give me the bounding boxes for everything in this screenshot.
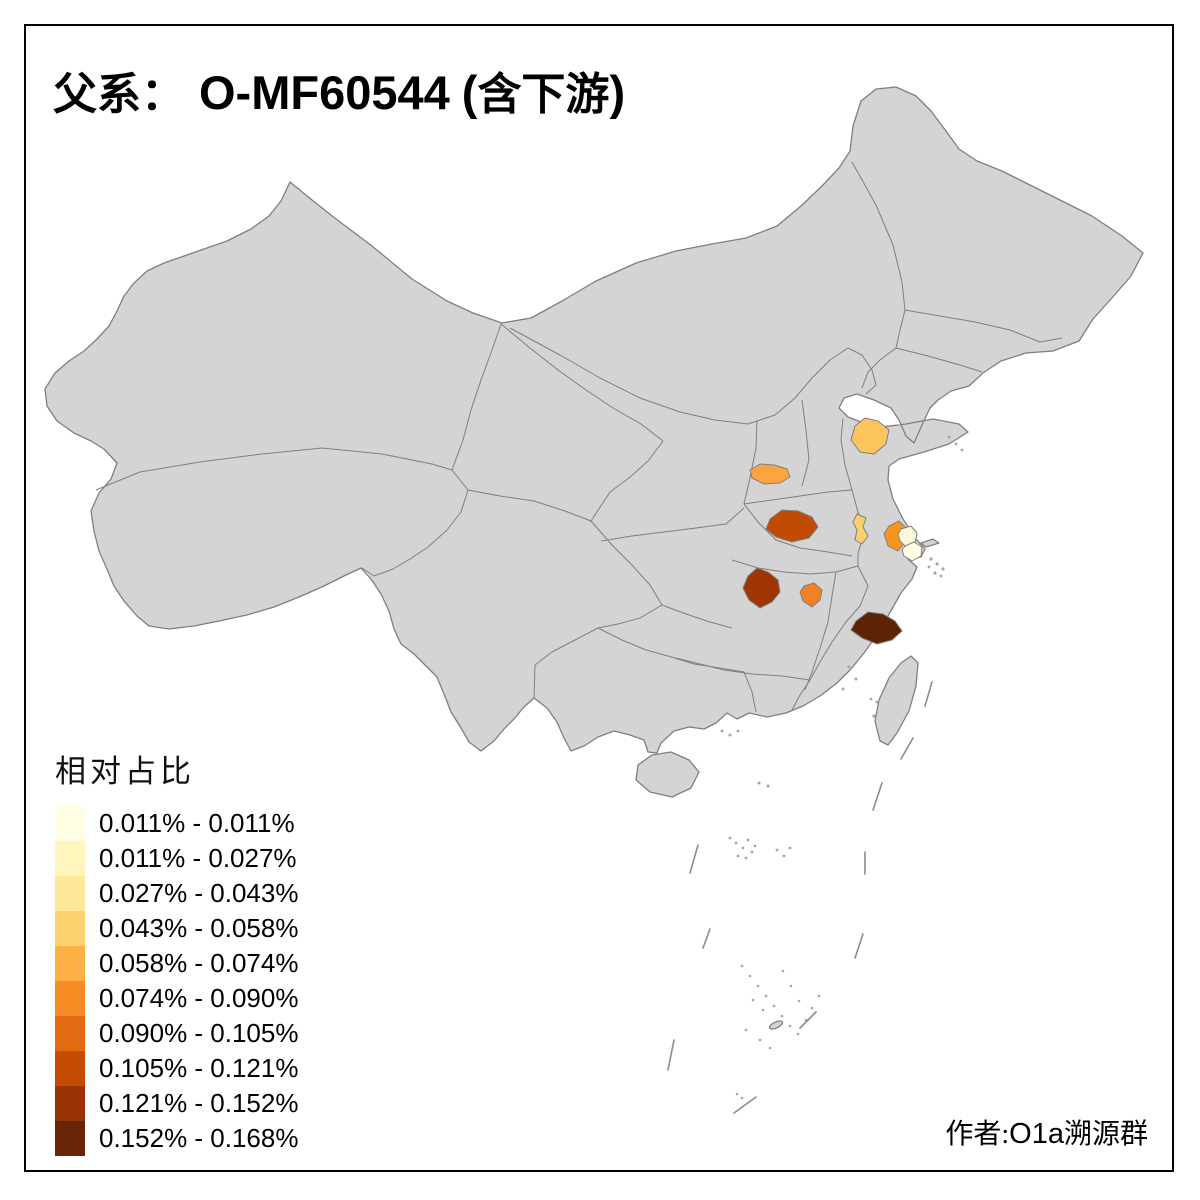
title-paren-close: ) xyxy=(609,66,626,119)
legend-bin-label: 0.152% - 0.168% xyxy=(99,1123,299,1153)
region-nw-hubei-sw-henan xyxy=(765,509,819,543)
legend-swatch xyxy=(55,1086,85,1121)
legend-bin-label: 0.121% - 0.152% xyxy=(99,1088,299,1118)
taiwan-island xyxy=(874,655,919,746)
legend-row: 0.011% - 0.027% xyxy=(55,841,298,876)
title-downstream-note: 含下游 xyxy=(477,70,610,119)
legend-bin-label: 0.105% - 0.121% xyxy=(99,1053,299,1083)
region-central-anhui xyxy=(852,513,869,545)
legend-bin-label: 0.058% - 0.074% xyxy=(99,948,299,978)
legend-row: 0.121% - 0.152% xyxy=(55,1086,298,1121)
region-nw-hunan xyxy=(742,567,781,609)
legend-swatch xyxy=(55,1016,85,1051)
region-central-shandong xyxy=(850,417,890,455)
legend-bin-label: 0.074% - 0.090% xyxy=(99,983,299,1013)
map-title: 父系： O-MF60544 (含下游) xyxy=(53,58,625,122)
legend-row: 0.011% - 0.011% xyxy=(55,806,298,841)
legend: 相对占比 0.011% - 0.011% 0.011% - 0.027% 0.0… xyxy=(55,746,298,1156)
title-paternal-label: 父系： xyxy=(53,70,185,119)
legend-title: 相对占比 xyxy=(55,754,195,789)
legend-bin-label: 0.043% - 0.058% xyxy=(99,913,299,943)
legend-row: 0.152% - 0.168% xyxy=(55,1121,298,1156)
title-paren-open: ( xyxy=(461,66,478,119)
legend-swatch xyxy=(55,981,85,1016)
region-shanghai-area-south xyxy=(901,541,923,562)
island-dots xyxy=(720,435,964,1100)
title-haplogroup: O-MF60544 xyxy=(199,66,450,119)
mainland-outline xyxy=(44,86,1144,754)
legend-swatch xyxy=(55,806,85,841)
legend-bin-label: 0.027% - 0.043% xyxy=(99,878,299,908)
legend-row: 0.090% - 0.105% xyxy=(55,1016,298,1051)
attribution: 作者:O1a溯源群 xyxy=(945,1112,1148,1152)
legend-row: 0.027% - 0.043% xyxy=(55,876,298,911)
legend-swatch xyxy=(55,1121,85,1156)
scs-islet xyxy=(768,1020,784,1030)
highlighted-regions xyxy=(742,417,923,645)
region-south-zhejiang-coastal xyxy=(850,611,903,645)
attribution-group-suffix: 溯源群 xyxy=(1063,1119,1148,1150)
legend-row: 0.043% - 0.058% xyxy=(55,911,298,946)
legend-row: 0.105% - 0.121% xyxy=(55,1051,298,1086)
region-guanzhong-shaanxi xyxy=(749,463,791,485)
legend-swatch xyxy=(55,946,85,981)
region-central-hunan xyxy=(799,582,823,608)
province-boundaries xyxy=(95,161,1063,713)
hainan-island xyxy=(635,751,700,798)
legend-row: 0.058% - 0.074% xyxy=(55,946,298,981)
attribution-group-latin: O1a xyxy=(1009,1118,1064,1150)
legend-bin-label: 0.011% - 0.027% xyxy=(99,843,297,873)
mainland-group xyxy=(44,86,1144,1030)
legend-swatch xyxy=(55,911,85,946)
nine-dash-line xyxy=(667,681,933,1114)
legend-row: 0.074% - 0.090% xyxy=(55,981,298,1016)
legend-swatch xyxy=(55,876,85,911)
chongming-island xyxy=(920,538,940,548)
legend-bin-label: 0.090% - 0.105% xyxy=(99,1018,299,1048)
attribution-prefix: 作者: xyxy=(945,1119,1010,1150)
legend-swatch xyxy=(55,1051,85,1086)
legend-swatch xyxy=(55,841,85,876)
legend-bin-label: 0.011% - 0.011% xyxy=(99,808,295,838)
